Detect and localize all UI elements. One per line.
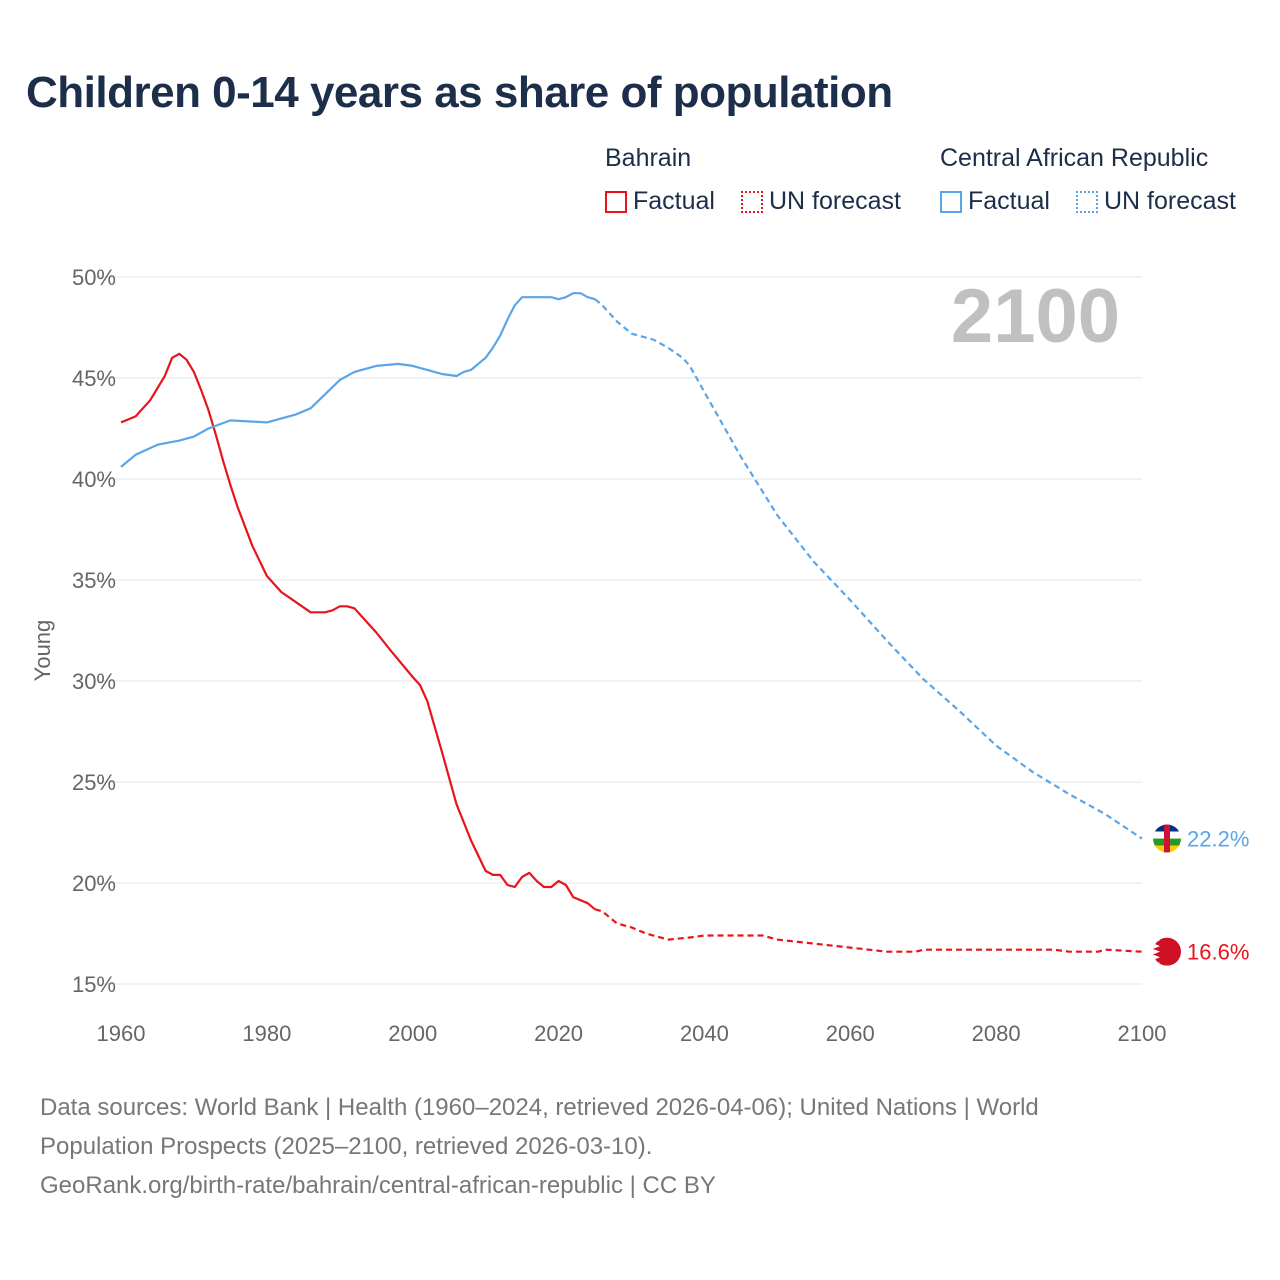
x-tick-label: 2020 bbox=[534, 1021, 583, 1046]
y-tick-label: 30% bbox=[72, 669, 116, 694]
legend-group-title: Bahrain bbox=[605, 144, 692, 172]
legend-swatch bbox=[740, 190, 763, 213]
legend-group-title: Central African Republic bbox=[940, 144, 1209, 172]
y-axis-label: Young bbox=[30, 620, 55, 682]
x-tick-label: 2060 bbox=[826, 1021, 875, 1046]
x-tick-label: 2080 bbox=[972, 1021, 1021, 1046]
chart-title: Children 0-14 years as share of populati… bbox=[26, 68, 893, 117]
legend-swatch bbox=[940, 190, 962, 213]
x-tick-label: 2000 bbox=[388, 1021, 437, 1046]
footer-link[interactable]: GeoRank.org/birth-rate/bahrain/central-a… bbox=[40, 1172, 716, 1199]
x-tick-label: 2040 bbox=[680, 1021, 729, 1046]
y-tick-label: 45% bbox=[72, 366, 116, 391]
bahrain-flag-icon bbox=[1153, 937, 1181, 966]
legend-car: Central African Republic Factual UN fore… bbox=[940, 144, 1236, 216]
x-tick-label: 1960 bbox=[97, 1021, 146, 1046]
footer-sources-2: Population Prospects (2025–2100, retriev… bbox=[40, 1133, 653, 1160]
bahrain-forecast-line bbox=[594, 908, 1143, 953]
y-tick-label: 50% bbox=[72, 265, 116, 290]
legend-label: UN forecast bbox=[768, 187, 901, 215]
legend-car-forecast[interactable]: UN forecast bbox=[1075, 187, 1236, 216]
car-end-value: 22.2% bbox=[1187, 827, 1249, 852]
y-tick-label: 15% bbox=[72, 972, 116, 997]
year-label: 2100 bbox=[951, 274, 1120, 359]
legend-label: Factual bbox=[968, 187, 1050, 215]
car-forecast-line bbox=[594, 298, 1143, 840]
bahrain-factual-line bbox=[120, 352, 596, 911]
legend-bahrain-forecast[interactable]: UN forecast bbox=[740, 187, 901, 216]
y-tick-label: 35% bbox=[72, 568, 116, 593]
legend-car-factual[interactable]: Factual bbox=[940, 187, 1050, 216]
legend-bahrain: Bahrain Factual UN forecast bbox=[605, 144, 919, 216]
legend-bahrain-factual[interactable]: Factual bbox=[605, 187, 715, 216]
bahrain-end-value: 16.6% bbox=[1187, 940, 1249, 965]
footer: Data sources: World Bank | Health (1960–… bbox=[40, 1088, 1220, 1205]
car-factual-line bbox=[120, 292, 596, 468]
y-tick-label: 25% bbox=[72, 770, 116, 795]
legend-label: Factual bbox=[633, 187, 715, 215]
legend-swatch bbox=[605, 190, 627, 213]
y-tick-label: 20% bbox=[72, 871, 116, 896]
x-tick-label: 2100 bbox=[1118, 1021, 1167, 1046]
y-tick-label: 40% bbox=[72, 467, 116, 492]
legend-label: UN forecast bbox=[1103, 187, 1236, 215]
legend-swatch bbox=[1075, 190, 1098, 213]
x-tick-label: 1980 bbox=[242, 1021, 291, 1046]
footer-sources-1: Data sources: World Bank | Health (1960–… bbox=[40, 1094, 1039, 1121]
car-flag-icon bbox=[1153, 824, 1181, 853]
